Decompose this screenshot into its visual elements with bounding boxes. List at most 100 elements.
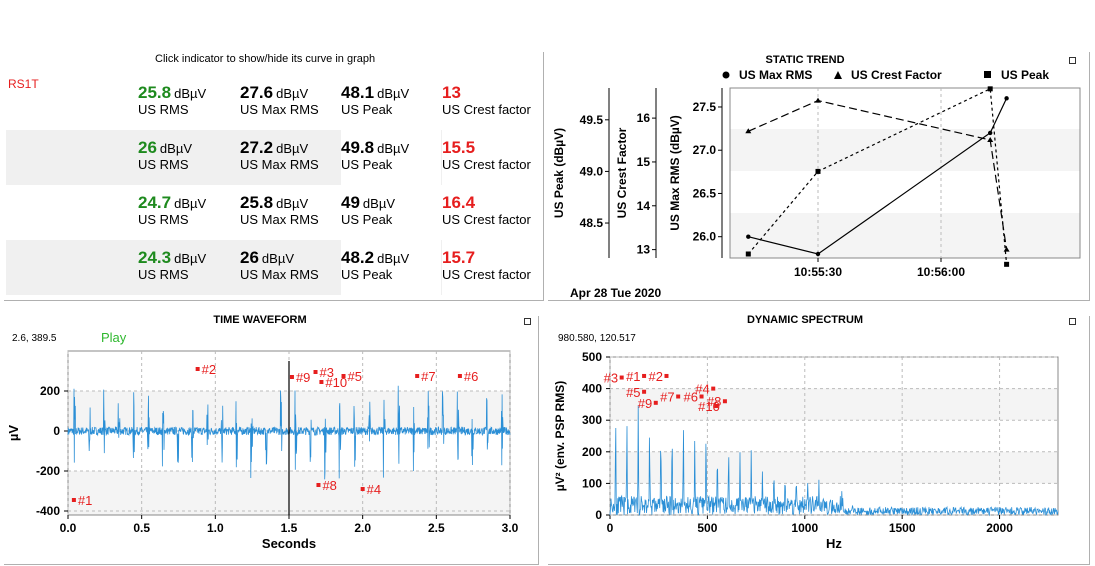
indicator-rms[interactable]: 24.7 dBµV US RMS (138, 185, 238, 240)
indicator-max-rms[interactable]: 27.6 dBµV US Max RMS (240, 75, 340, 130)
marker-label: #3 (320, 365, 334, 380)
indicator-crest[interactable]: 15.5 US Crest factor (442, 130, 542, 185)
plot-band (610, 388, 1058, 421)
legend-entry: US Peak (1001, 68, 1049, 82)
marker-point (642, 373, 647, 378)
indicator-peak[interactable]: 48.2 dBµV US Peak (341, 240, 441, 295)
indicator-rms[interactable]: 24.3 dBµV US RMS (138, 240, 238, 295)
y-tick-label: 49.5 (580, 113, 604, 127)
static-trend-panel (548, 52, 1090, 301)
marker-label: #7 (660, 390, 674, 405)
indicator-label: US Crest factor (442, 157, 531, 172)
marker-label: #3 (604, 371, 618, 386)
marker-label: #10 (698, 399, 720, 414)
indicator-unit: dBµV (377, 251, 410, 266)
marker-point (664, 373, 669, 378)
indicator-label: US Crest factor (442, 267, 531, 282)
y-tick-label: 100 (582, 476, 602, 490)
x-tick-label: 0 (607, 521, 614, 535)
static-trend-chart[interactable]: US Max RMS US Crest Factor US Peak 10:55:30… (548, 66, 1088, 300)
marker-label: #10 (325, 375, 347, 390)
y-tick-label: 200 (582, 445, 602, 459)
y-tick-label: -400 (36, 504, 60, 518)
indicator-peak[interactable]: 49.8 dBµV US Peak (341, 130, 441, 185)
indicator-label: US Max RMS (240, 157, 319, 172)
marker-label: #1 (78, 493, 92, 508)
y-axis-label: µV (6, 425, 21, 441)
trend-date: Apr 28 Tue 2020 (570, 286, 661, 300)
indicator-value: 15.7 (442, 248, 476, 267)
indicator-label: US RMS (138, 102, 189, 117)
indicator-value: 24.3 (138, 248, 172, 267)
x-tick-label: 0.0 (60, 521, 77, 535)
series-line (748, 99, 1008, 250)
marker-point (619, 375, 624, 380)
marker-label: #8 (322, 478, 336, 493)
marker-point (653, 400, 658, 405)
indicator-unit: dBµV (377, 141, 410, 156)
indicator-unit: dBµV (276, 141, 309, 156)
indicator-max-rms[interactable]: 26 dBµV US Max RMS (240, 240, 340, 295)
marker-label: #4 (695, 382, 709, 397)
x-axis-label: Seconds (262, 536, 316, 551)
x-tick-label: 2.5 (428, 521, 445, 535)
indicator-label: US Peak (341, 212, 393, 227)
marker-point (457, 374, 462, 378)
plot-band (730, 129, 1080, 171)
series-line (748, 98, 1008, 255)
data-point (1004, 261, 1010, 267)
y-tick-label: 26.5 (693, 186, 717, 200)
indicator-crest[interactable]: 13 US Crest factor (442, 75, 542, 130)
indicator-peak[interactable]: 48.1 dBµV US Peak (341, 75, 441, 130)
indicator-peak[interactable]: 49 dBµV US Peak (341, 185, 441, 240)
indicator-crest[interactable]: 16.4 US Crest factor (442, 185, 542, 240)
indicator-label: US RMS (138, 212, 189, 227)
play-button[interactable]: Play (101, 330, 127, 345)
spectrum-chart[interactable]: 0 500 1000 1500 2000 0 100 200 300 400 500 Hz µV² (e… (548, 345, 1088, 563)
marker-point (195, 367, 200, 371)
indicator-max-rms[interactable]: 25.8 dBµV US Max RMS (240, 185, 340, 240)
spectrum-minimize-button[interactable] (1069, 318, 1076, 325)
y-tick-label: 0 (595, 508, 602, 522)
indicator-rms[interactable]: 26 dBµV US RMS (138, 130, 238, 185)
indicator-unit: dBµV (159, 141, 192, 156)
plot-frame (729, 87, 1081, 259)
indicator-label: US Peak (341, 157, 393, 172)
marker-label: #2 (202, 362, 216, 377)
indicator-value: 49 (341, 193, 360, 212)
indicator-value: 15.5 (442, 138, 476, 157)
indicator-crest[interactable]: 15.7 US Crest factor (442, 240, 542, 295)
indicator-unit: dBµV (362, 196, 395, 211)
legend-marker (834, 71, 842, 79)
indicator-max-rms[interactable]: 27.2 dBµV US Max RMS (240, 130, 340, 185)
indicator-value: 49.8 (341, 138, 375, 157)
y-tick-label: 15 (637, 155, 651, 169)
indicator-value: 24.7 (138, 193, 172, 212)
indicator-hint: Click indicator to show/hide its curve i… (155, 53, 376, 65)
marker-point (71, 498, 76, 502)
indicator-unit: dBµV (174, 196, 207, 211)
x-tick-label: 2000 (986, 521, 1013, 535)
legend-marker (722, 71, 730, 79)
y-tick-label: 13 (637, 243, 651, 257)
waveform-chart[interactable]: 0.0 0.5 1.0 1.5 2.0 2.5 3.0 -400 -200 0 200 Seconds… (4, 345, 534, 563)
y-tick-label: 400 (582, 382, 602, 396)
static-trend-minimize-button[interactable] (1069, 57, 1076, 64)
data-point (988, 130, 993, 136)
marker-point (313, 370, 318, 374)
indicator-unit: dBµV (174, 86, 207, 101)
indicator-rms[interactable]: 25.8 dBµV US RMS (138, 75, 238, 130)
spectrum-line (609, 405, 1059, 517)
indicator-row: 24.7 dBµV US RMS 25.8 dBµV US Max RMS 49 dBµV US… (6, 185, 541, 240)
marker-label: #5 (626, 385, 640, 400)
waveform-title: TIME WAVEFORM (213, 314, 307, 326)
data-point (745, 128, 752, 134)
y-tick-label: 500 (582, 350, 602, 364)
x-tick-label: 3.0 (502, 521, 519, 535)
indicator-value: 27.6 (240, 83, 274, 102)
indicator-unit: dBµV (261, 251, 294, 266)
waveform-minimize-button[interactable] (524, 318, 531, 325)
sensor-label[interactable]: RS1T (8, 77, 39, 91)
indicator-value: 16.4 (442, 193, 476, 212)
x-tick-label: 0.5 (133, 521, 150, 535)
